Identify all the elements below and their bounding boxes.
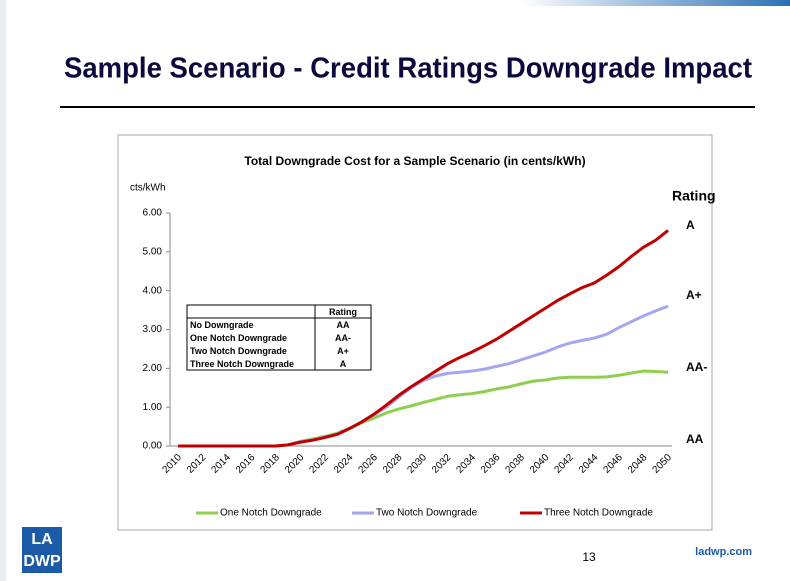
page-number: 13 xyxy=(582,550,596,564)
legend-label: One Notch Downgrade xyxy=(220,508,322,519)
y-tick-label: 2.00 xyxy=(143,363,163,374)
chart-title: Total Downgrade Cost for a Sample Scenar… xyxy=(244,154,585,168)
top-bar xyxy=(520,0,790,6)
table-cell: AA- xyxy=(335,333,351,343)
table-header: Rating xyxy=(329,307,357,317)
table-cell: A+ xyxy=(337,346,349,356)
legend-label: Three Notch Downgrade xyxy=(544,508,653,519)
y-tick-label: 3.00 xyxy=(143,324,163,335)
y-tick-label: 5.00 xyxy=(143,246,163,257)
table-cell: Two Notch Downgrade xyxy=(190,346,287,356)
table-cell: Three Notch Downgrade xyxy=(190,359,294,369)
table-cell: No Downgrade xyxy=(190,320,254,330)
footer-url: ladwp.com xyxy=(695,546,752,558)
table-cell: A xyxy=(340,359,347,369)
y-tick-label: 4.00 xyxy=(143,285,163,296)
logo-text: DWP xyxy=(23,553,61,570)
logo-text: LA xyxy=(31,531,53,548)
slide-title: Sample Scenario - Credit Ratings Downgra… xyxy=(64,53,752,85)
series-line xyxy=(178,229,669,448)
y-tick-label: 0.00 xyxy=(143,441,163,452)
table-cell: AA xyxy=(337,320,350,330)
table-cell: One Notch Downgrade xyxy=(190,333,287,343)
rating-label: A+ xyxy=(686,288,702,302)
y-tick-label: 1.00 xyxy=(143,402,163,413)
legend-label: Two Notch Downgrade xyxy=(376,508,478,519)
rating-label: AA- xyxy=(686,360,707,374)
rating-label: A xyxy=(686,218,695,232)
y-tick-label: 6.00 xyxy=(143,208,163,219)
left-edge xyxy=(0,0,6,581)
y-axis-label: cts/kWh xyxy=(130,183,166,194)
table-frame xyxy=(186,304,372,371)
rating-title: Rating xyxy=(672,188,716,204)
rating-label: AA xyxy=(686,432,704,446)
logo xyxy=(22,527,62,573)
